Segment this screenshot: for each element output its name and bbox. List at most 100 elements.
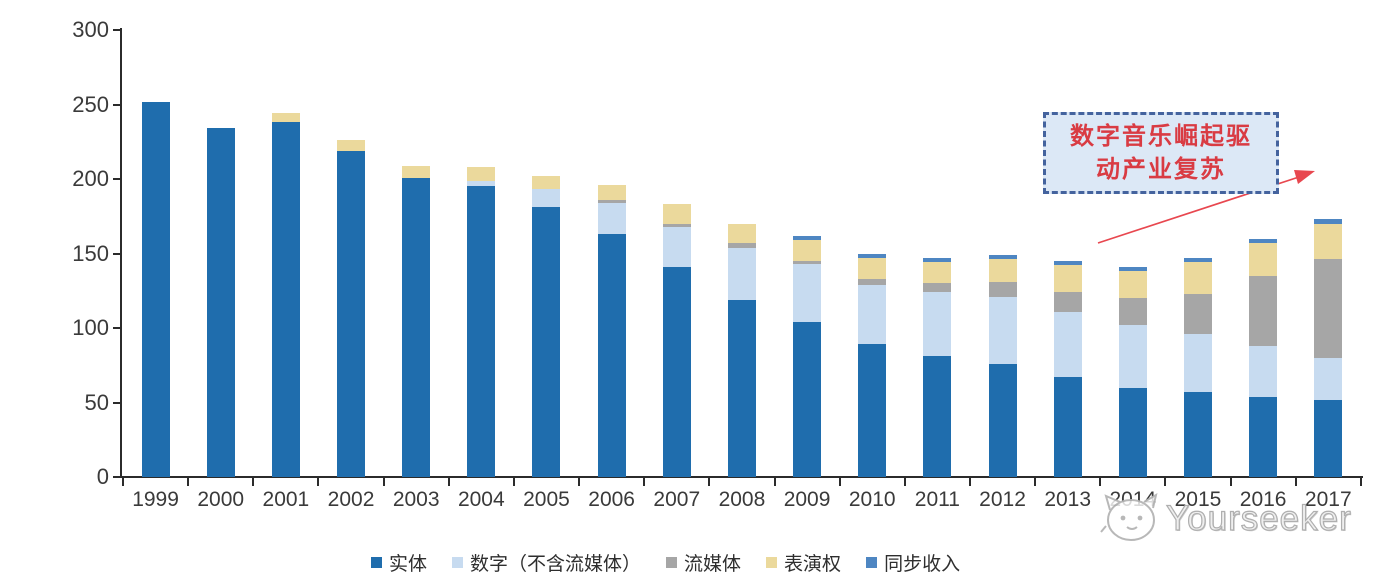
bar-segment-sync-revenue-2011 (923, 257, 952, 263)
x-axis-tick (1164, 477, 1167, 486)
x-axis-tick (512, 477, 515, 486)
bar-group-2013 (1053, 260, 1082, 477)
x-axis-tick (903, 477, 906, 486)
x-axis-line (120, 476, 1363, 478)
bar-segment-streaming-2011 (923, 283, 952, 293)
bar-segment-digital-excl-streaming-2009 (793, 263, 822, 323)
bar-group-2005 (532, 176, 561, 477)
y-axis-tick (113, 29, 122, 31)
bar-segment-sync-revenue-2012 (988, 255, 1017, 260)
legend-item-digital-excl-streaming: 数字（不含流媒体） (452, 549, 641, 576)
bar-segment-physical-2012 (988, 363, 1017, 477)
x-tick-label-2001: 2001 (262, 488, 310, 511)
bar-segment-digital-excl-streaming-2012 (988, 296, 1017, 364)
y-axis-tick (113, 103, 122, 106)
bar-segment-physical-2009 (793, 322, 822, 477)
bar-segment-physical-2007 (662, 266, 691, 477)
bar-segment-performance-rights-2007 (662, 204, 691, 224)
y-tick-label: 300 (72, 17, 109, 42)
x-tick-label-2013: 2013 (1044, 488, 1092, 511)
bar-segment-streaming-2008 (727, 243, 756, 248)
bar-segment-sync-revenue-2010 (858, 253, 887, 258)
bar-group-2000 (206, 128, 235, 477)
bar-segment-performance-rights-2013 (1053, 265, 1082, 293)
x-tick-label-2000: 2000 (197, 488, 245, 511)
x-tick-label-2009: 2009 (783, 488, 831, 511)
x-axis-tick (1294, 477, 1297, 486)
bar-segment-digital-excl-streaming-2005 (532, 189, 561, 208)
bar-segment-performance-rights-2017 (1314, 223, 1343, 260)
legend-label-physical: 实体 (389, 554, 428, 575)
bar-segment-digital-excl-streaming-2008 (727, 247, 756, 300)
bar-segment-streaming-2017 (1314, 259, 1343, 358)
bar-segment-digital-excl-streaming-2014 (1118, 325, 1147, 388)
bar-segment-streaming-2009 (793, 260, 822, 264)
bar-segment-streaming-2013 (1053, 292, 1082, 312)
bar-segment-sync-revenue-2015 (1183, 258, 1212, 263)
x-axis-tick (382, 477, 385, 486)
bar-group-2017 (1314, 219, 1343, 477)
bar-segment-physical-2010 (858, 344, 887, 477)
y-axis-tick (113, 327, 122, 329)
y-tick-label: 100 (72, 315, 109, 340)
bar-segment-physical-2002 (337, 150, 366, 477)
bar-segment-physical-2000 (206, 128, 235, 477)
legend-swatch-physical (371, 557, 382, 568)
legend-item-physical: 实体 (371, 549, 427, 576)
bar-group-2006 (597, 185, 626, 477)
bar-segment-performance-rights-2012 (988, 259, 1017, 282)
bar-group-2014 (1118, 266, 1147, 477)
y-tick-label: 0 (96, 464, 109, 489)
bar-group-2004 (467, 167, 496, 477)
bar-segment-streaming-2015 (1183, 293, 1212, 334)
bar-segment-performance-rights-2005 (532, 176, 561, 190)
bar-segment-digital-excl-streaming-2007 (662, 226, 691, 267)
bar-group-2002 (337, 140, 366, 477)
x-tick-label-2016: 2016 (1239, 488, 1287, 511)
bar-segment-digital-excl-streaming-2006 (597, 202, 626, 235)
x-axis-tick (643, 477, 646, 486)
x-tick-label-2002: 2002 (327, 488, 375, 511)
y-tick-label: 50 (84, 389, 109, 415)
x-axis-tick (968, 477, 971, 486)
x-axis-tick (317, 477, 320, 486)
bar-group-2001 (271, 113, 300, 477)
bar-segment-sync-revenue-2014 (1118, 266, 1147, 272)
bar-segment-performance-rights-2001 (271, 113, 300, 123)
bar-segment-digital-excl-streaming-2015 (1183, 333, 1212, 393)
bar-segment-physical-2003 (402, 177, 431, 477)
legend-label-performance-rights: 表演权 (784, 554, 842, 575)
bar-segment-physical-2004 (467, 186, 496, 477)
y-tick-label: 250 (72, 91, 109, 117)
watermark: Yourseeker (1100, 492, 1352, 546)
bar-segment-sync-revenue-2009 (793, 235, 822, 241)
bar-segment-physical-2014 (1118, 387, 1147, 477)
x-tick-label-1999: 1999 (132, 488, 179, 511)
watermark-text: Yourseeker (1165, 498, 1352, 538)
bar-segment-performance-rights-2016 (1249, 243, 1278, 276)
x-tick-label-2007: 2007 (653, 488, 701, 511)
x-axis-tick (1359, 477, 1362, 486)
y-tick-label: 150 (72, 240, 109, 266)
bar-segment-streaming-2014 (1118, 298, 1147, 326)
annotation-callout-box: 数字音乐崛起驱 动产业复苏 (1043, 112, 1279, 194)
legend-item-streaming: 流媒体 (666, 549, 741, 576)
bar-group-2008 (727, 223, 756, 477)
legend-swatch-sync-revenue (866, 557, 878, 568)
x-axis-tick (1229, 477, 1232, 486)
bar-segment-performance-rights-2011 (923, 262, 952, 284)
x-tick-label-2011: 2011 (914, 488, 960, 511)
bar-segment-physical-2006 (597, 234, 626, 477)
bar-segment-digital-excl-streaming-2017 (1314, 357, 1343, 400)
bar-segment-performance-rights-2003 (402, 165, 431, 178)
bar-segment-physical-2015 (1183, 392, 1212, 477)
chart-legend: 实体 数字（不含流媒体） 流媒体 表演权 同步收入 (371, 549, 960, 576)
legend-swatch-streaming (666, 557, 678, 568)
bar-group-2015 (1183, 258, 1212, 477)
bar-segment-digital-excl-streaming-2010 (858, 284, 887, 345)
bar-segment-sync-revenue-2013 (1053, 260, 1082, 266)
bar-segment-physical-2016 (1249, 396, 1278, 477)
x-axis-tick (187, 477, 190, 486)
x-axis-tick (1034, 477, 1037, 486)
bar-segment-digital-excl-streaming-2004 (467, 180, 496, 187)
